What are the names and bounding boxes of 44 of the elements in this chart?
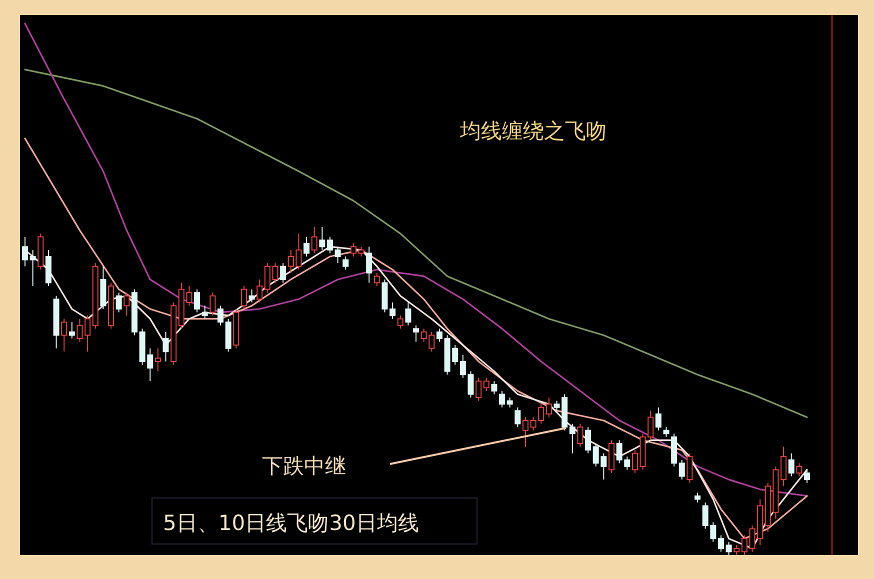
candlestick bbox=[162, 331, 169, 362]
candlestick bbox=[382, 278, 388, 313]
candlestick bbox=[694, 492, 701, 504]
candlestick bbox=[788, 452, 794, 477]
text: 均线缠绕之飞吻 bbox=[459, 119, 607, 143]
candlestick bbox=[405, 302, 412, 326]
candlestick bbox=[585, 426, 592, 454]
candlestick bbox=[202, 305, 208, 320]
candlestick bbox=[366, 246, 372, 284]
candlestick bbox=[436, 328, 442, 342]
candlestick bbox=[671, 433, 678, 467]
candlestick bbox=[632, 450, 638, 474]
candlestick bbox=[248, 288, 255, 303]
candlestick bbox=[100, 266, 106, 310]
candlestick bbox=[319, 226, 326, 250]
candlestick bbox=[506, 397, 513, 408]
candlestick bbox=[280, 262, 286, 284]
candlestick bbox=[76, 318, 83, 342]
candlestick bbox=[780, 446, 787, 487]
candlestick bbox=[390, 302, 396, 320]
candlestick bbox=[233, 308, 240, 349]
candlestick bbox=[491, 380, 498, 395]
candlestick bbox=[655, 406, 662, 431]
candlestick bbox=[218, 305, 224, 326]
candlestick bbox=[30, 249, 36, 287]
candlestick bbox=[256, 278, 263, 303]
candlestick bbox=[804, 469, 810, 484]
candlestick bbox=[154, 348, 161, 372]
candlestick bbox=[499, 390, 506, 408]
candlestick bbox=[608, 440, 614, 474]
candlestick bbox=[68, 322, 75, 340]
candlestick bbox=[522, 416, 528, 448]
annotation: 5日、10日线飞吻30日均线 bbox=[163, 511, 419, 535]
candlestick bbox=[124, 292, 130, 316]
candlestick bbox=[240, 286, 247, 310]
candlestick bbox=[663, 426, 670, 438]
candlestick bbox=[334, 246, 341, 264]
candlestick bbox=[116, 292, 122, 313]
candlestick bbox=[84, 315, 91, 352]
candlestick bbox=[358, 246, 364, 258]
candlestick bbox=[796, 462, 802, 477]
candlestick bbox=[22, 236, 28, 267]
candlestick bbox=[304, 236, 310, 258]
annotation: 下跌中继 bbox=[262, 454, 346, 478]
